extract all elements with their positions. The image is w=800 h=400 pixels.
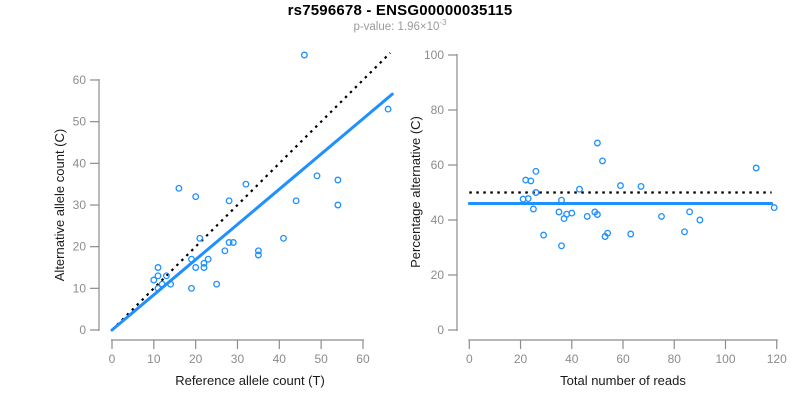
x-tick-label: 10: [147, 352, 161, 366]
y-tick-label: 30: [73, 198, 87, 212]
data-point: [696, 216, 704, 224]
data-point: [384, 105, 392, 113]
data-point: [225, 197, 233, 205]
data-point: [200, 264, 208, 271]
data-point: [225, 239, 233, 246]
x-tick-label: 0: [109, 352, 116, 366]
data-point: [213, 280, 221, 288]
data-point: [192, 264, 200, 271]
data-point: [560, 215, 568, 223]
data-point: [300, 51, 308, 59]
y-tick-label: 60: [73, 73, 87, 87]
x-tick-label: 30: [231, 352, 245, 366]
identity-line: [111, 52, 391, 331]
x-tick-label: 60: [356, 352, 370, 366]
data-point: [555, 208, 563, 216]
data-point: [558, 242, 565, 250]
data-point: [681, 228, 688, 236]
y-tick-label: 0: [79, 323, 86, 337]
x-tick-label: 80: [668, 352, 682, 366]
subtitle-text: p-value: 1.96×10: [353, 21, 440, 33]
x-tick-label: 0: [466, 352, 473, 366]
data-point: [558, 196, 565, 204]
data-point: [601, 233, 609, 240]
x-tick-label: 40: [565, 352, 579, 366]
data-point: [200, 259, 208, 267]
data-point: [532, 189, 540, 196]
data-point: [154, 264, 162, 271]
data-point: [196, 234, 204, 242]
right-plot-reads-vs-percentage: 0 20 40 60 80 100 120 0 20 40 60 80 100 Total number …: [408, 48, 787, 388]
data-point: [658, 212, 665, 220]
data-point: [175, 184, 183, 192]
data-point: [292, 197, 300, 205]
data-point: [527, 177, 535, 185]
left-plot-ref-vs-alt-counts: 0 10 20 30 40 50 60 0 10 20 30 40 50 60 Reference alle…: [52, 51, 394, 388]
x-tick-label: 40: [273, 352, 287, 366]
data-point: [158, 280, 166, 288]
y-tick-label: 50: [73, 115, 87, 129]
data-point: [752, 164, 760, 172]
data-point: [204, 255, 212, 263]
data-point: [576, 185, 583, 193]
x-axis-title: Reference allele count (T): [175, 373, 325, 388]
data-point: [192, 193, 200, 201]
y-tick-label: 20: [431, 268, 445, 282]
data-point: [599, 157, 606, 165]
x-tick-label: 120: [767, 352, 787, 366]
x-axis-title: Total number of reads: [560, 373, 686, 388]
data-point: [524, 195, 532, 203]
y-tick-label: 80: [431, 103, 445, 117]
data-point: [313, 172, 321, 180]
data-point: [162, 272, 170, 280]
x-tick-label: 50: [314, 352, 328, 366]
p-value-subtitle: p-value: 1.96×10-3: [0, 18, 800, 33]
data-point: [540, 231, 548, 239]
data-point: [593, 139, 601, 147]
fitted-line: [110, 92, 394, 332]
y-axis-title: Percentage alternative (C): [408, 116, 423, 268]
chart-header: rs7596678 - ENSG00000035115 p-value: 1.9…: [0, 2, 800, 33]
data-point: [229, 239, 237, 246]
data-point: [770, 204, 778, 212]
data-point: [221, 247, 229, 255]
x-tick-label: 100: [715, 352, 735, 366]
data-point: [617, 182, 624, 190]
y-tick-label: 0: [437, 323, 444, 337]
y-tick-label: 60: [431, 158, 445, 172]
data-point: [188, 284, 195, 292]
page-title: rs7596678 - ENSG00000035115: [287, 2, 513, 19]
y-tick-label: 20: [73, 240, 87, 254]
y-tick-label: 10: [73, 281, 87, 295]
data-point: [280, 234, 287, 242]
data-point: [627, 230, 635, 238]
y-axis-title: Alternative allele count (C): [52, 129, 67, 281]
data-point: [532, 167, 540, 175]
data-point: [254, 251, 262, 259]
data-point: [154, 284, 162, 292]
data-point: [583, 212, 591, 220]
data-point: [334, 201, 342, 209]
data-point: [154, 272, 162, 280]
data-point: [686, 208, 694, 216]
y-tick-label: 100: [424, 48, 444, 62]
y-tick-label: 40: [73, 156, 87, 170]
data-point: [150, 276, 158, 284]
data-point: [334, 176, 342, 184]
y-tick-label: 40: [431, 213, 445, 227]
x-tick-label: 60: [616, 352, 630, 366]
data-point: [242, 180, 250, 188]
x-tick-label: 20: [189, 352, 203, 366]
data-point: [593, 211, 601, 218]
subtitle-exponent: -3: [439, 18, 447, 28]
data-point: [529, 205, 537, 213]
x-tick-label: 20: [514, 352, 528, 366]
data-point: [254, 247, 262, 255]
data-point: [188, 255, 195, 263]
data-point: [167, 280, 175, 288]
data-point: [637, 182, 645, 190]
